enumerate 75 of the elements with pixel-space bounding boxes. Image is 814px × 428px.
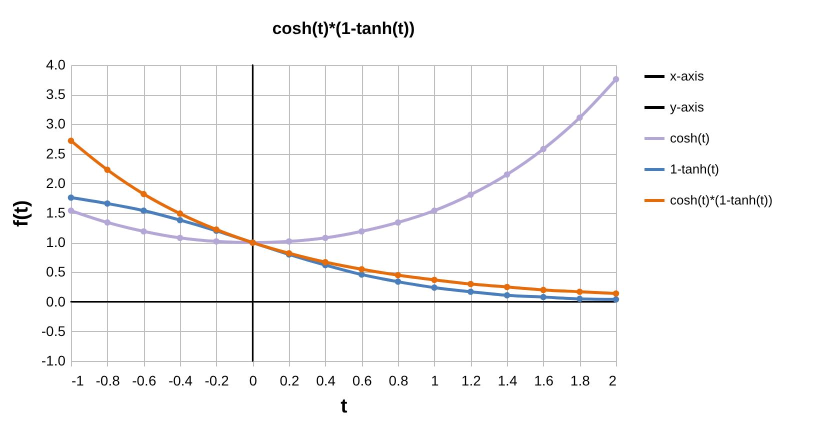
point [468, 288, 474, 295]
y-tick-label: 4.0 [46, 56, 66, 72]
point [104, 219, 110, 226]
y-tick-label: 0.0 [46, 293, 66, 310]
point [286, 238, 292, 245]
point [540, 146, 546, 152]
point [431, 276, 438, 284]
point [140, 207, 147, 214]
point [140, 190, 147, 198]
point [468, 280, 474, 288]
point [358, 271, 365, 278]
x-tick-label: 1.6 [534, 372, 554, 388]
point [394, 278, 402, 285]
y-tick-label: 2.5 [46, 145, 66, 162]
x-tick-label: 1 [430, 372, 439, 388]
x-tick-label: 1.8 [570, 372, 590, 388]
legend-label: cosh(t)*(1-tanh(t)) [670, 192, 773, 208]
x-tick-label: 0.2 [280, 372, 300, 388]
point [104, 166, 110, 173]
x-tick-label: 2 [608, 372, 617, 388]
point [540, 294, 546, 300]
point [576, 296, 583, 302]
y-tick-label: -0.5 [41, 322, 66, 339]
point [68, 207, 74, 214]
y-axis-title: f(t) [10, 200, 32, 227]
point [176, 216, 184, 224]
point [358, 228, 365, 235]
point [68, 194, 74, 201]
x-tick-label: 0.4 [316, 372, 336, 388]
x-tick-label: -0.4 [168, 372, 193, 388]
point [213, 238, 220, 245]
legend-label: 1-tanh(t) [670, 162, 720, 176]
x-tick-label: -1 [72, 372, 84, 388]
y-tick-label: 1.0 [46, 234, 66, 250]
y-tick-label: 1.5 [46, 204, 66, 220]
point [176, 210, 184, 217]
point [612, 290, 620, 297]
point [394, 219, 402, 226]
point [358, 266, 365, 272]
x-tick-label: -0.2 [204, 372, 230, 388]
point [394, 272, 402, 278]
y-tick-label: -1.0 [41, 352, 66, 368]
x-tick-label: 0.8 [388, 372, 408, 388]
point [504, 171, 510, 178]
point [612, 76, 620, 82]
point [468, 191, 474, 198]
legend-label: x-axis [670, 68, 704, 84]
point [104, 200, 110, 207]
point [612, 296, 620, 303]
y-tick-label: 0.5 [46, 264, 66, 280]
legend-label: y-axis [670, 100, 704, 114]
point [68, 138, 74, 144]
point [176, 234, 184, 242]
x-tick-label: 0.6 [352, 372, 372, 388]
point [540, 286, 546, 294]
point [140, 228, 147, 235]
x-tick-label: 1.4 [498, 372, 518, 388]
chart-title: cosh(t)*(1-tanh(t)) [272, 19, 415, 38]
x-axis-title: t [340, 396, 348, 418]
x-tick-label: -0.8 [96, 372, 120, 388]
y-tick-label: 2.0 [46, 174, 66, 191]
point [504, 284, 510, 290]
x-tick-label: 0 [249, 372, 258, 388]
y-tick-label: 3.0 [46, 116, 66, 132]
x-tick-label: 1.2 [461, 372, 482, 388]
point [576, 288, 583, 295]
point [431, 207, 438, 214]
y-tick-label: 3.5 [46, 86, 66, 102]
point [504, 292, 510, 298]
x-tick-label: -0.6 [132, 372, 156, 388]
legend-label: cosh(t) [670, 130, 710, 146]
point [576, 114, 583, 121]
point [431, 284, 438, 291]
point [322, 234, 328, 242]
point [322, 258, 328, 266]
